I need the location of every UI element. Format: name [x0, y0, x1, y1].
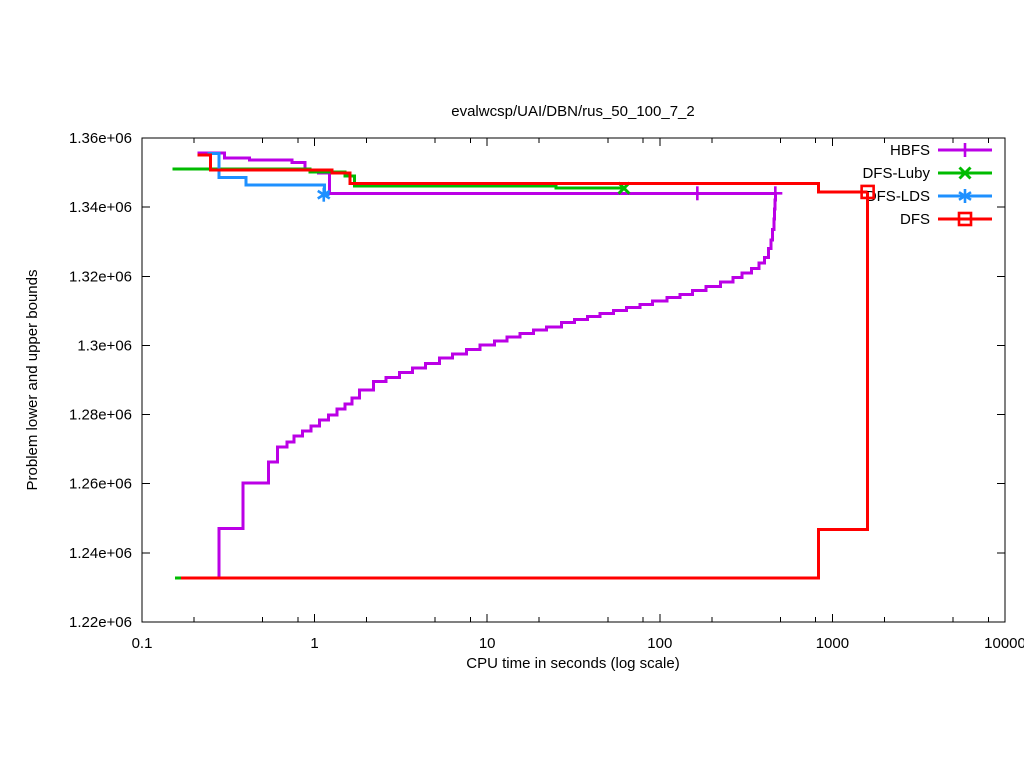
y-tick-label: 1.36e+06	[69, 130, 132, 147]
y-tick-label: 1.24e+06	[69, 545, 132, 562]
legend-label-hbfs: HBFS	[890, 142, 930, 159]
plus-marker	[690, 186, 705, 201]
x-tick-label: 1000	[816, 635, 849, 652]
legend-label-dfs: DFS	[900, 211, 930, 228]
plus-marker	[958, 143, 972, 157]
plot-border	[141, 137, 1006, 623]
y-tick-label: 1.34e+06	[69, 199, 132, 216]
x-tick-label: 1	[310, 635, 318, 652]
x-tick-label: 10	[479, 635, 496, 652]
chart-title: evalwcsp/UAI/DBN/rus_50_100_7_2	[451, 103, 694, 120]
x-tick-label: 100	[647, 635, 672, 652]
axes-layer: 0.1 1 10 100 1000 10000 1.22e+06 1.24e+06 1.26e+…	[69, 130, 1024, 652]
y-tick-label: 1.32e+06	[69, 268, 132, 285]
plus-marker	[768, 186, 783, 201]
legend-label-dfs-lds: DFS-LDS	[866, 188, 930, 205]
series-line-dfs	[180, 191, 870, 580]
series-line-dfs	[197, 153, 868, 194]
asterisk-marker	[958, 189, 972, 203]
x-tick-label: 0.1	[132, 635, 153, 652]
square-marker	[860, 184, 875, 200]
y-tick-label: 1.28e+06	[69, 407, 132, 424]
y-tick-label: 1.3e+06	[77, 337, 132, 354]
square-marker	[957, 211, 973, 227]
series-layer	[172, 143, 992, 580]
x-axis-title: CPU time in seconds (log scale)	[466, 655, 679, 672]
legend: HBFS DFS-Luby DFS-LDS DFS	[862, 142, 930, 228]
cross-marker	[958, 166, 972, 180]
y-tick-label: 1.22e+06	[69, 614, 132, 631]
x-tick-label: 10000	[984, 635, 1024, 652]
y-axis-title: Problem lower and upper bounds	[24, 270, 41, 491]
asterisk-marker	[317, 187, 331, 202]
series-line-hbfs	[217, 193, 777, 580]
y-tick-label: 1.26e+06	[69, 476, 132, 493]
legend-label-dfs-luby: DFS-Luby	[862, 165, 930, 182]
